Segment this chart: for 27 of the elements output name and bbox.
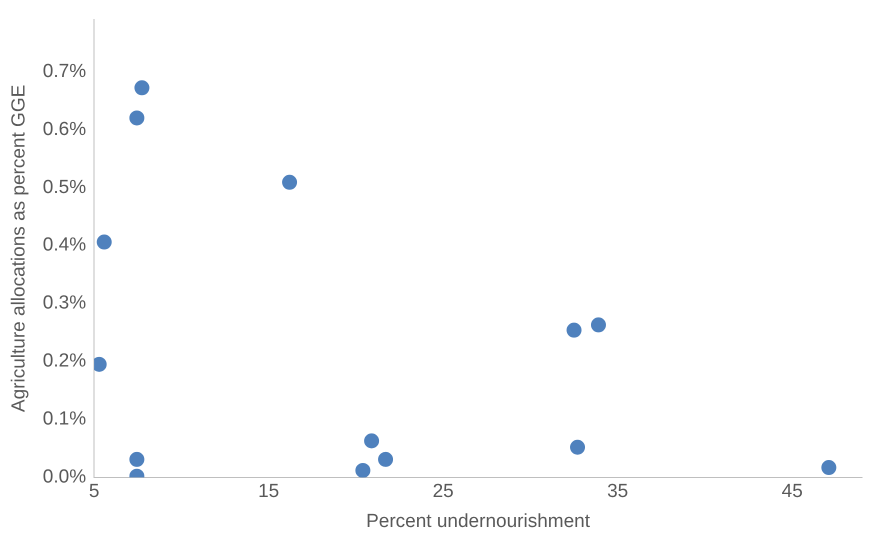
- point: [129, 452, 144, 467]
- y-tick-label: 0.0%: [42, 466, 86, 488]
- y-tick-label: 0.2%: [42, 350, 86, 372]
- x-tick-label: 25: [432, 481, 454, 502]
- y-axis-title: Agriculture allocations as percent GGE: [8, 84, 30, 412]
- point: [282, 174, 298, 190]
- y-tick-label: 0.6%: [42, 118, 86, 140]
- point: [129, 110, 144, 126]
- point: [96, 234, 112, 250]
- y-tick-label: 0.7%: [42, 60, 86, 82]
- point: [590, 317, 606, 332]
- x-tick-label: 5: [88, 481, 100, 502]
- x-tick-label: 45: [782, 481, 803, 502]
- y-tick-label: 0.3%: [42, 292, 86, 314]
- point: [566, 322, 582, 338]
- x-axis-title: Percent undernourishment: [366, 510, 591, 532]
- y-tick-label: 0.5%: [42, 176, 86, 198]
- point: [570, 440, 586, 455]
- point: [364, 433, 380, 448]
- y-tick-label: 0.4%: [42, 234, 86, 256]
- point: [378, 452, 394, 467]
- x-tick-label: 15: [258, 481, 280, 502]
- point: [134, 80, 150, 96]
- y-tick-label: 0.1%: [42, 408, 86, 430]
- x-tick-label: 35: [607, 481, 628, 502]
- point: [821, 460, 836, 476]
- point: [355, 462, 370, 478]
